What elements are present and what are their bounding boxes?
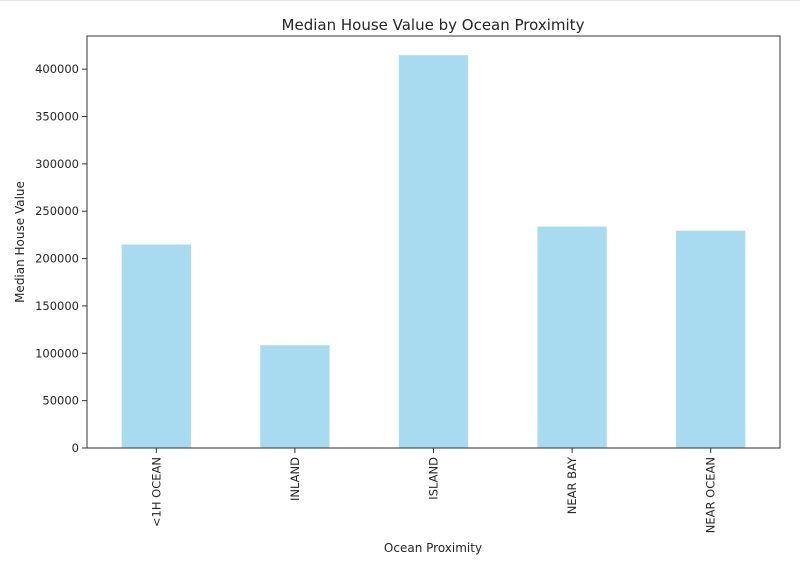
y-axis-label: Median House Value (13, 181, 27, 303)
bar-island (398, 55, 469, 449)
y-tick-label: 200000 (35, 252, 79, 266)
y-tick-label: 250000 (35, 204, 79, 218)
x-axis-label: Ocean Proximity (384, 541, 482, 555)
x-tick-label: ISLAND (427, 457, 441, 500)
y-tick-label: 350000 (35, 110, 79, 124)
y-tick-label: 300000 (35, 157, 79, 171)
x-tick-label: NEAR OCEAN (704, 457, 718, 533)
top-divider (0, 0, 800, 1)
y-axis-ticks: 0 50000 100000 150000 200000 250000 300000 3500… (35, 62, 87, 455)
x-axis-ticks: <1H OCEAN INLAND ISLAND NEAR BAY NEAR OCEAN (149, 448, 718, 533)
x-tick-label: INLAND (288, 457, 302, 501)
bar-near-bay (537, 226, 607, 448)
bar-near-ocean (676, 230, 746, 448)
plot-frame (86, 35, 781, 449)
chart-title: Median House Value by Ocean Proximity (282, 16, 585, 34)
y-tick-label: 100000 (35, 346, 79, 360)
bars-layer (121, 55, 746, 449)
bar-inland (260, 345, 330, 448)
x-tick-label: <1H OCEAN (149, 457, 163, 527)
y-tick-label: 150000 (35, 299, 79, 313)
y-tick-label: 400000 (35, 62, 79, 76)
x-tick-label: NEAR BAY (565, 456, 579, 514)
y-tick-label: 50000 (42, 394, 79, 408)
bar-1h-ocean (121, 244, 191, 448)
y-tick-label: 0 (72, 441, 79, 455)
